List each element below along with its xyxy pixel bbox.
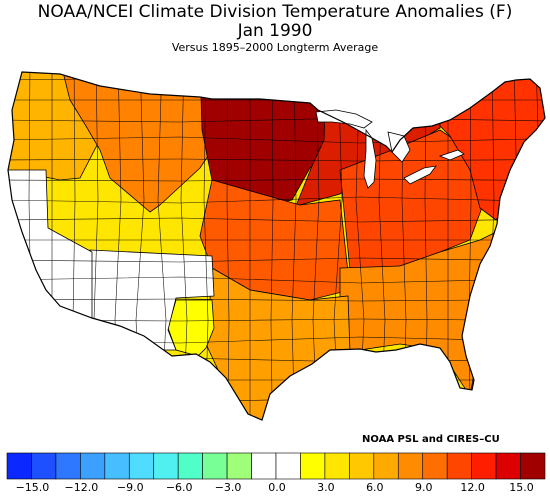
legend-swatch: [300, 452, 326, 480]
legend-swatch: [446, 452, 472, 480]
legend-tick-label: 6.0: [366, 481, 384, 494]
legend-tick-label: −12.0: [64, 481, 99, 494]
legend-swatch: [202, 452, 228, 480]
legend-swatch: [226, 452, 252, 480]
division-boundary: [8, 136, 545, 144]
division-boundary: [8, 158, 545, 162]
legend-swatch: [128, 452, 155, 480]
credit-label: NOAA PSL and CIRES–CU: [362, 434, 500, 445]
legend-tick-label: −3.0: [214, 481, 242, 494]
legend-swatch: [471, 452, 497, 480]
legend-swatch: [177, 452, 203, 480]
division-boundary: [8, 298, 545, 302]
legend-tick-label: 12.0: [460, 481, 485, 494]
legend-swatch: [275, 452, 301, 480]
division-boundary: [8, 416, 545, 420]
legend-tick-label: −6.0: [165, 481, 193, 494]
legend-swatch: [6, 452, 32, 480]
legend-swatch: [324, 452, 350, 480]
legend-swatch: [55, 452, 81, 480]
legend-tick-label: 15.0: [509, 481, 534, 494]
map-title: NOAA/NCEI Climate Division Temperature A…: [37, 2, 513, 22]
lake-ontario: [438, 149, 465, 161]
color-legend: [6, 452, 546, 480]
legend-swatch: [153, 452, 179, 480]
lake-michigan: [363, 128, 377, 189]
map-period: Jan 1990: [237, 21, 313, 41]
legend-swatch: [495, 452, 521, 480]
division-boundary: [8, 276, 545, 284]
legend-swatch: [520, 452, 546, 480]
legend-swatch: [251, 452, 277, 480]
legend-tick-label: 3.0: [317, 481, 335, 494]
division-boundary: [8, 257, 545, 263]
division-boundary: [8, 196, 545, 204]
division-boundary: [8, 397, 545, 403]
lake-erie: [403, 165, 437, 185]
division-boundary: [8, 178, 545, 182]
legend-tick-label: 0.0: [268, 481, 286, 494]
legend-swatch: [349, 452, 375, 480]
legend-tick-label: −15.0: [15, 481, 50, 494]
legend-swatch: [422, 452, 448, 480]
us-outline: [7, 71, 546, 421]
lake-huron: [387, 131, 411, 163]
legend-swatch: [104, 452, 130, 480]
legend-swatch: [80, 452, 106, 480]
division-boundary: [8, 217, 545, 223]
map-subtitle: Versus 1895–2000 Longterm Average: [171, 41, 379, 54]
legend-swatch: [373, 452, 399, 480]
legend-tick-label: −9.0: [116, 481, 144, 494]
legend-tick-label: 9.0: [414, 481, 433, 494]
legend-swatch: [397, 452, 424, 480]
legend-swatch: [31, 452, 57, 480]
lake-superior: [315, 109, 373, 129]
division-boundary: [8, 117, 545, 123]
legend-ticks: −15.0 −12.0 −9.0 −6.0 −3.0 0.0 3.0 6.0 9.0 12.0 15…: [0, 481, 550, 495]
